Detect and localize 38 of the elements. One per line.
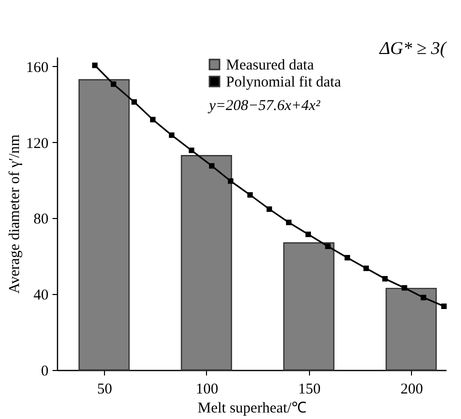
bar (283, 242, 334, 371)
y-tick-label: 0 (41, 364, 48, 380)
y-tick-label: 80 (34, 212, 48, 228)
x-axis-title: Melt superheat/℃ (198, 400, 306, 416)
point (188, 148, 194, 154)
point (402, 285, 408, 291)
point (150, 116, 156, 122)
x-tick-label: 50 (97, 382, 112, 398)
point (325, 244, 331, 250)
point (266, 206, 272, 212)
point (305, 232, 311, 238)
x-tick-label: 100 (196, 382, 218, 398)
point (382, 276, 388, 282)
x-tick-label: 200 (400, 382, 423, 398)
bar (386, 288, 437, 371)
point (363, 266, 369, 272)
point (168, 132, 174, 138)
point (286, 220, 292, 226)
annotation: ΔG* ≥ 3( (378, 38, 448, 58)
point (344, 254, 350, 260)
x-tick-label: 150 (298, 382, 321, 398)
bar (180, 155, 232, 371)
point (441, 304, 447, 309)
point (92, 62, 98, 68)
point (228, 178, 234, 184)
bar (78, 79, 130, 371)
legend-label: Measured data (226, 58, 314, 74)
annotation: y=208−57.6x+4x² (207, 98, 321, 114)
y-tick-label: 160 (26, 60, 48, 76)
point (247, 192, 253, 198)
y-tick-label: 40 (34, 288, 48, 304)
point (420, 294, 426, 300)
y-tick-label: 120 (26, 136, 48, 152)
point (131, 99, 137, 105)
y-axis-title: Average diameter of γ′/nm (7, 134, 23, 294)
point (110, 81, 116, 87)
point (209, 163, 215, 169)
legend-label: Polynomial fit data (226, 74, 342, 90)
